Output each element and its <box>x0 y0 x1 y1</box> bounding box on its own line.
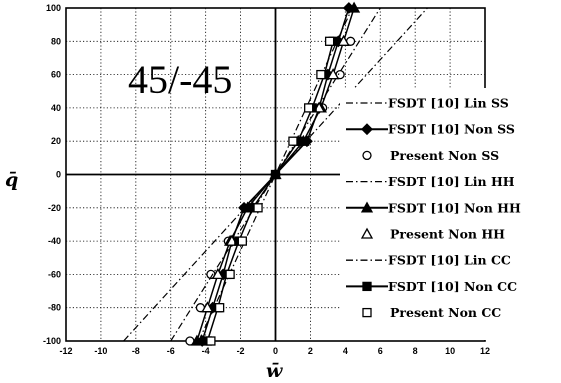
legend-label: FSDT [10] Non SS <box>388 122 515 137</box>
legend-item: FSDT [10] Lin HH <box>346 174 515 189</box>
square-marker <box>362 307 372 318</box>
square-marker <box>214 303 225 313</box>
y-tick-label: 0 <box>56 170 61 180</box>
legend-item: FSDT [10] Non SS <box>346 122 515 137</box>
square-marker <box>225 269 235 280</box>
triangle-marker <box>360 201 374 213</box>
y-tick-label: -80 <box>48 303 61 313</box>
legend-label: FSDT [10] Non CC <box>388 279 517 294</box>
y-tick-label: 80 <box>51 36 61 46</box>
square-marker <box>324 36 335 46</box>
circle-marker <box>362 150 372 161</box>
series-line <box>206 41 334 342</box>
triangle-marker <box>327 68 340 80</box>
x-tick-label: 6 <box>378 346 383 356</box>
square-marker <box>362 281 372 292</box>
y-tick-label: 60 <box>51 70 61 80</box>
square-marker <box>237 236 247 246</box>
y-tick-label: 20 <box>51 136 61 146</box>
legend-label: FSDT [10] Lin SS <box>388 96 509 111</box>
legend-item: FSDT [10] Lin SS <box>346 96 509 111</box>
series-layer <box>123 1 428 347</box>
triangle-marker <box>337 34 350 46</box>
x-tick-label: 8 <box>413 346 418 356</box>
legend-label: Present Non CC <box>390 305 501 320</box>
legend-item: Present Non HH <box>360 227 505 242</box>
x-tick-label: 4 <box>343 346 348 356</box>
triangle-marker <box>201 301 214 313</box>
legend-item: FSDT [10] Non HH <box>346 200 521 215</box>
chart-title: 45/-45 <box>128 57 232 102</box>
x-tick-label: -4 <box>202 346 210 356</box>
x-tick-label: -10 <box>94 346 107 356</box>
y-tick-label: -100 <box>43 336 61 346</box>
legend-label: FSDT [10] Lin HH <box>388 174 515 189</box>
x-tick-label: 2 <box>308 346 313 356</box>
y-axis-label: q̄ <box>5 169 18 191</box>
y-tick-label: -20 <box>48 203 61 213</box>
legend: FSDT [10] Lin SS FSDT [10] Non SS Present … <box>340 88 555 340</box>
y-tick-label: -60 <box>48 269 61 279</box>
legend-label: Present Non HH <box>390 227 505 242</box>
square-marker <box>316 69 326 80</box>
x-tick-label: -12 <box>59 346 72 356</box>
x-tick-label: -6 <box>167 346 175 356</box>
legend-item: Present Non SS <box>362 148 499 163</box>
triangle-marker <box>211 268 224 280</box>
series-1 <box>123 7 428 342</box>
triangle-marker <box>360 227 374 239</box>
square-marker <box>304 103 314 113</box>
y-tick-label: -40 <box>48 236 61 246</box>
square-marker <box>253 203 263 213</box>
square-marker <box>270 169 281 180</box>
series-line <box>123 7 428 342</box>
square-marker <box>206 336 216 346</box>
legend-label: FSDT [10] Non HH <box>388 200 521 215</box>
y-tick-label: 100 <box>46 3 61 13</box>
legend-label: Present Non SS <box>390 148 499 163</box>
legend-label: FSDT [10] Lin CC <box>388 253 511 268</box>
legend-item: FSDT [10] Lin CC <box>346 253 511 268</box>
x-tick-label: -2 <box>237 346 245 356</box>
x-tick-label: 12 <box>480 346 490 356</box>
x-tick-label: 10 <box>445 346 455 356</box>
x-axis-label: w̄ <box>266 360 283 382</box>
diamond-marker <box>361 123 373 136</box>
square-marker <box>288 136 298 146</box>
tick-labels: -12 -10 -8 -6 -4 -2 0 2 4 6 8 10 12-100-80-60-40-200… <box>43 3 490 356</box>
series-9 <box>206 36 335 346</box>
legend-item: FSDT [10] Non CC <box>346 279 517 294</box>
legend-item: Present Non CC <box>362 305 501 320</box>
x-tick-label: 0 <box>273 346 278 356</box>
x-tick-label: -8 <box>132 346 140 356</box>
y-tick-label: 40 <box>51 103 61 113</box>
